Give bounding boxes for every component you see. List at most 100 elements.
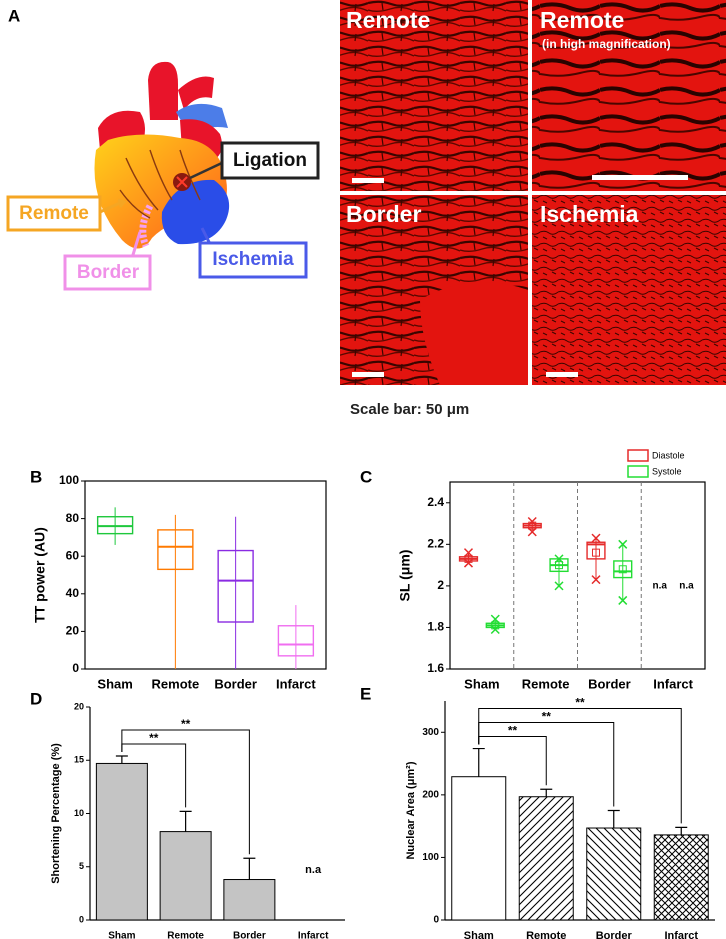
bar	[159, 831, 212, 921]
legend-label: Diastole	[652, 450, 685, 460]
mean-marker	[464, 554, 473, 563]
heart-label: Remote	[19, 203, 89, 224]
panel-label: B	[30, 467, 42, 486]
x-tick-label: Sham	[464, 930, 494, 939]
bar	[451, 776, 507, 921]
significance-label: **	[542, 710, 552, 724]
extreme-marker	[591, 533, 601, 543]
y-tick-label: 2	[437, 578, 444, 592]
annotation: n.a	[653, 581, 668, 592]
significance-label: **	[575, 696, 585, 710]
heart-label: Ligation	[233, 150, 307, 171]
bar	[518, 796, 574, 921]
x-tick-label: Sham	[464, 676, 499, 691]
x-tick-label: Border	[596, 930, 633, 939]
y-tick-label: 15	[74, 755, 84, 765]
micrograph	[340, 0, 528, 191]
y-tick-label: 5	[79, 861, 84, 871]
y-tick-label: 100	[422, 852, 439, 863]
error-bar	[243, 857, 256, 880]
y-tick-label: 20	[66, 624, 80, 638]
scale-bar	[352, 178, 384, 183]
box	[613, 560, 633, 579]
x-tick-label: Border	[588, 676, 631, 691]
y-tick-label: 1.8	[427, 620, 444, 634]
bar	[586, 827, 642, 921]
legend-swatch	[627, 449, 649, 462]
mean-marker	[618, 565, 627, 574]
significance-bracket	[478, 708, 682, 824]
scale-bar-caption: Scale bar: 50 μm	[350, 401, 469, 418]
x-tick-label: Sham	[108, 931, 135, 939]
y-tick-label: 0	[433, 915, 439, 926]
y-axis-label: Shortening Percentage (%)	[50, 743, 62, 884]
micrograph	[532, 0, 726, 191]
y-axis-label: SL (μm)	[397, 550, 413, 602]
error-bar	[472, 747, 485, 777]
significance-bracket	[121, 729, 250, 855]
micrograph-subtitle: (in high magnification)	[542, 37, 671, 51]
y-tick-label: 300	[422, 727, 439, 738]
y-tick-label: 1.6	[427, 661, 444, 675]
panel-label: A	[8, 6, 20, 25]
extreme-marker	[618, 539, 628, 549]
extreme-marker	[618, 595, 628, 605]
y-tick-label: 2.2	[427, 537, 444, 551]
x-tick-label: Infarct	[653, 676, 693, 691]
error-bar	[179, 810, 192, 832]
significance-label: **	[508, 724, 518, 738]
x-tick-label: Infarct	[276, 676, 316, 691]
x-tick-label: Infarct	[298, 931, 329, 939]
heart-label: Ischemia	[212, 249, 294, 270]
micrograph	[532, 195, 726, 385]
x-tick-label: Remote	[167, 931, 204, 939]
extreme-marker	[463, 558, 474, 568]
annotation: n.a	[679, 581, 694, 592]
extreme-marker	[490, 624, 500, 635]
micrograph-title: Remote	[346, 7, 430, 33]
scale-bar	[592, 175, 688, 180]
micrograph-title: Remote	[540, 7, 624, 33]
box	[277, 625, 315, 657]
mean-marker	[528, 521, 537, 530]
y-axis-label: TT power (AU)	[32, 527, 48, 623]
y-axis-label: Nuclear Area (μm²)	[405, 761, 417, 859]
box	[157, 529, 194, 571]
micrograph-title: Ischemia	[540, 201, 639, 227]
scale-bar	[546, 372, 578, 377]
x-tick-label: Infarct	[664, 930, 698, 939]
y-tick-label: 2.4	[427, 495, 444, 509]
extreme-marker	[527, 516, 537, 527]
x-tick-label: Border	[233, 931, 266, 939]
legend-swatch	[627, 465, 649, 478]
mean-marker	[555, 561, 564, 570]
y-tick-label: 100	[59, 473, 79, 487]
significance-label: **	[149, 731, 159, 745]
y-tick-label: 0	[72, 661, 79, 675]
legend-label: Systole	[652, 466, 682, 476]
heart-label: Border	[77, 262, 140, 283]
error-bar	[540, 788, 553, 797]
y-tick-label: 80	[66, 511, 80, 525]
extreme-marker	[591, 575, 601, 585]
y-tick-label: 20	[74, 701, 84, 711]
box	[586, 541, 606, 560]
x-tick-label: Border	[214, 676, 257, 691]
scale-bar	[352, 372, 384, 377]
bar	[223, 879, 276, 921]
error-bar	[675, 826, 688, 835]
x-tick-label: Remote	[522, 676, 570, 691]
mean-marker	[591, 548, 600, 557]
heart-illustration	[6, 61, 320, 291]
panel-label: D	[30, 689, 42, 708]
y-tick-label: 0	[79, 914, 84, 924]
box	[217, 549, 254, 623]
x-tick-label: Remote	[526, 930, 566, 939]
micrograph-region	[420, 282, 528, 385]
panel-label: C	[360, 467, 372, 486]
plot-frame	[84, 480, 327, 670]
mean-marker	[491, 621, 500, 630]
x-tick-label: Sham	[97, 676, 132, 691]
bar	[95, 762, 148, 921]
y-tick-label: 60	[66, 548, 80, 562]
